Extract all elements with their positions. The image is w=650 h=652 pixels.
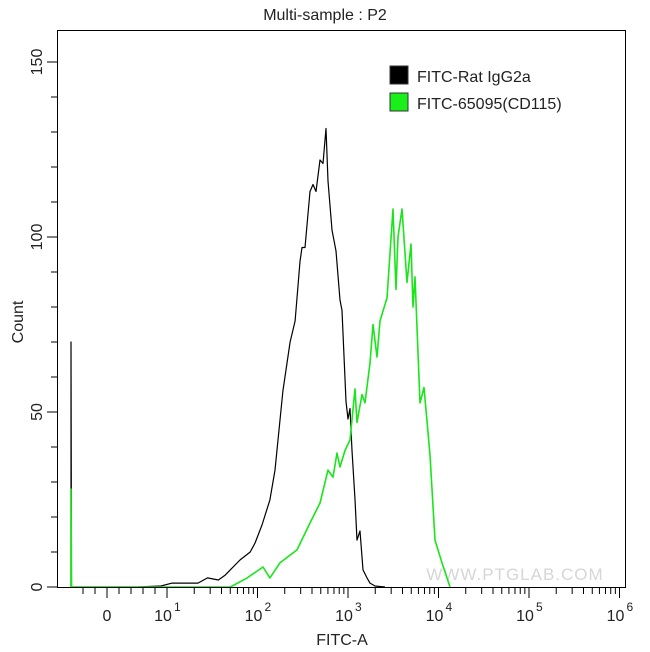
x-tick-label: 10	[607, 608, 625, 625]
legend: FITC-Rat IgG2a FITC-65095(CD115)	[389, 65, 562, 113]
x-tick-label: 10	[335, 608, 353, 625]
y-tick-label: 0	[29, 582, 46, 591]
watermark: WWW.PTGLAB.COM	[426, 565, 603, 584]
legend-label-isotype: FITC-Rat IgG2a	[417, 69, 531, 86]
legend-swatch-isotype	[389, 65, 409, 85]
x-tick-exponent: 6	[627, 600, 634, 614]
x-tick-exponent: 3	[355, 600, 362, 614]
plot-frame	[57, 30, 626, 588]
series-layer	[70, 127, 451, 588]
x-tick-exponent: 2	[265, 600, 272, 614]
y-tick-label: 150	[29, 49, 46, 76]
y-tick-label: 100	[29, 224, 46, 251]
axis-ticks	[47, 61, 620, 598]
x-tick-exponent: 1	[174, 600, 181, 614]
x-tick-label: 10	[516, 608, 534, 625]
x-axis-label: FITC-A	[316, 632, 368, 649]
x-tick-label: 10	[245, 608, 263, 625]
y-axis-label: Count	[10, 300, 27, 343]
y-tick-label: 50	[29, 403, 46, 421]
x-tick-exponent: 4	[446, 600, 453, 614]
x-tick-label: 10	[426, 608, 444, 625]
x-tick-label: 0	[103, 608, 112, 625]
y-tick-labels: 0 50 100 150	[29, 49, 46, 592]
legend-swatch-cd115	[389, 92, 409, 112]
series-line-cd115	[70, 208, 451, 588]
chart-title: Multi-sample : P2	[263, 7, 387, 24]
series-line-isotype	[70, 127, 386, 588]
x-tick-label: 10	[154, 608, 172, 625]
legend-label-cd115: FITC-65095(CD115)	[417, 96, 562, 113]
x-tick-exponent: 5	[536, 600, 543, 614]
